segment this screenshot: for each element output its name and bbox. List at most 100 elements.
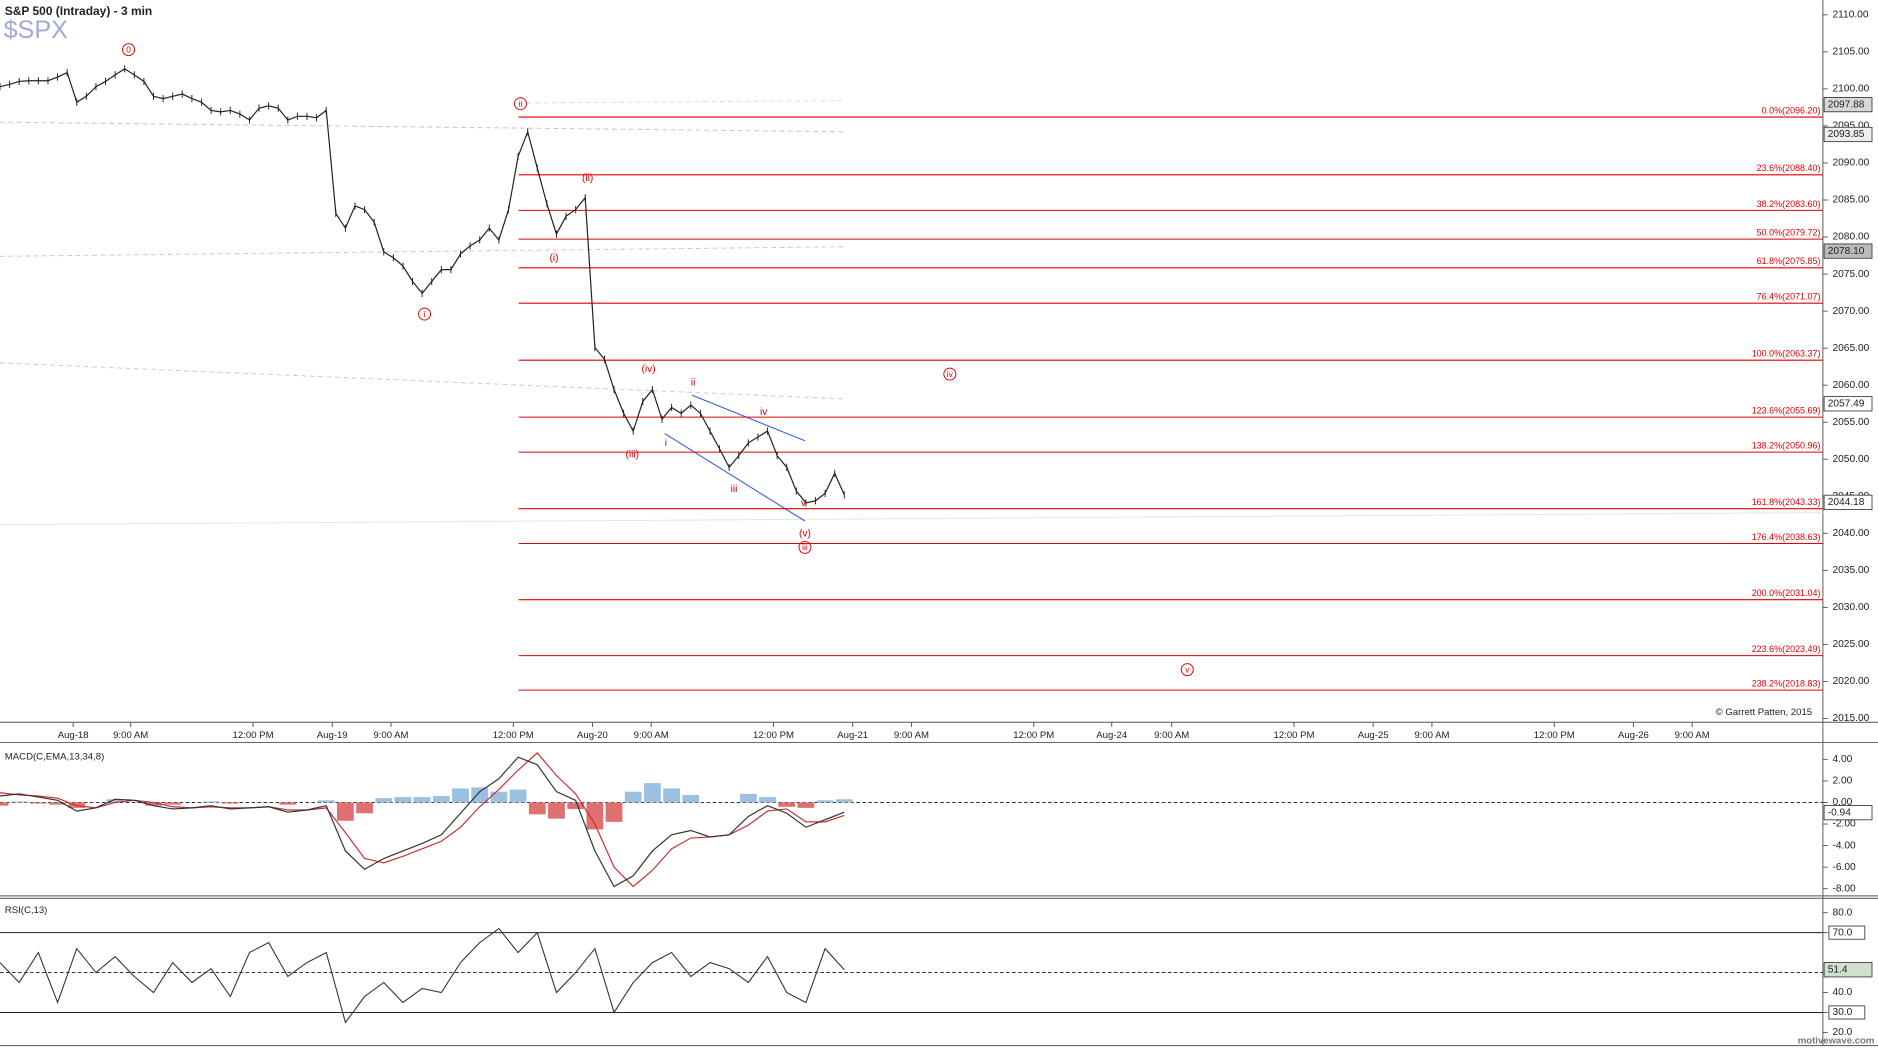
y-tick-label: 2075.00 — [1832, 269, 1869, 280]
x-tick-label: Aug-21 — [837, 730, 868, 741]
wave-label: iv — [947, 369, 954, 379]
wave-label: (ii) — [582, 173, 593, 184]
y-tick-label: -6.00 — [1832, 862, 1856, 873]
y-tick-label: 4.00 — [1832, 754, 1852, 765]
y-tick-label: 2.00 — [1832, 776, 1852, 787]
guide-line — [0, 246, 844, 257]
guide-line — [518, 100, 844, 104]
histogram-bar — [356, 802, 373, 814]
price-marker: 2044.18 — [1828, 497, 1865, 508]
x-tick-label: 9:00 AM — [894, 730, 929, 741]
price-marker-box — [1823, 805, 1873, 821]
y-tick-label: 2050.00 — [1832, 454, 1869, 465]
histogram-bar — [145, 802, 162, 806]
wave-circle — [798, 540, 812, 554]
y-tick-label: 2025.00 — [1832, 639, 1869, 650]
y-tick-label: 2110.00 — [1832, 10, 1868, 21]
price-marker-box — [1823, 962, 1873, 978]
fib-label: 123.6%(2055.69) — [1752, 405, 1821, 415]
fib-label: 23.6%(2088.40) — [1757, 163, 1821, 173]
guide-line — [0, 121, 844, 133]
price-marker: -0.94 — [1828, 807, 1852, 818]
y-tick-label: 20.0 — [1832, 1027, 1852, 1038]
wave-label: iii — [802, 542, 808, 552]
chart-title: S&P 500 (Intraday) - 3 min — [5, 4, 152, 18]
histogram-bar — [221, 802, 239, 804]
histogram-bar — [509, 789, 527, 803]
fib-label: 50.0%(2079.72) — [1757, 227, 1821, 237]
fib-label: 138.2%(2050.96) — [1752, 441, 1821, 451]
fib-label: 76.4%(2071.07) — [1757, 292, 1821, 302]
histogram-bar — [452, 788, 469, 803]
wave-circle — [122, 43, 136, 57]
histogram-bar — [10, 801, 28, 803]
price-marker: 2093.85 — [1828, 129, 1865, 140]
wave-label: (v) — [799, 529, 811, 540]
fib-label: 200.0%(2031.04) — [1752, 588, 1821, 598]
y-tick-label: 70.0 — [1832, 927, 1852, 938]
tick-box — [1828, 925, 1866, 940]
histogram-bar — [835, 799, 853, 803]
histogram-bar — [337, 802, 354, 821]
x-tick-label: 9:00 AM — [1675, 730, 1710, 741]
histogram-bar — [0, 802, 9, 806]
panel-title: RSI(C,13) — [5, 905, 48, 916]
wave-label: iv — [760, 407, 768, 418]
y-tick-label: 2030.00 — [1832, 602, 1869, 613]
x-tick-label: 9:00 AM — [113, 730, 148, 741]
y-tick-label: -4.00 — [1832, 840, 1856, 851]
wave-label: 0 — [126, 44, 131, 54]
y-tick-label: 2055.00 — [1832, 417, 1869, 428]
x-tick-label: 12:00 PM — [1534, 730, 1575, 741]
x-tick-label: 9:00 AM — [1414, 730, 1449, 741]
x-tick-label: Aug-18 — [58, 730, 89, 741]
fib-label: 61.8%(2075.85) — [1757, 256, 1821, 266]
fib-label: 0.0%(2096.20) — [1762, 105, 1821, 115]
y-tick-label: 2105.00 — [1832, 47, 1869, 58]
histogram-bar — [739, 793, 757, 803]
price-marker: 2078.10 — [1828, 246, 1865, 257]
histogram-bar — [682, 794, 700, 803]
signal-line — [0, 752, 845, 888]
fib-label: 161.8%(2043.33) — [1752, 497, 1821, 507]
trend-line — [664, 433, 806, 522]
histogram-bar — [202, 801, 220, 803]
y-tick-label: 2085.00 — [1832, 195, 1869, 206]
price-marker: 2097.88 — [1828, 99, 1865, 110]
price-marker-box — [1823, 494, 1873, 510]
histogram-bar — [759, 797, 776, 803]
footer: motivewave.com — [1798, 1035, 1875, 1046]
histogram-bar — [586, 802, 604, 830]
histogram-bar — [29, 802, 47, 804]
histogram-bar — [816, 800, 834, 803]
x-tick-label: 12:00 PM — [753, 730, 794, 741]
histogram-bar — [471, 787, 489, 803]
histogram-bar — [548, 802, 565, 819]
wave-circle — [943, 367, 957, 381]
fib-label: 223.6%(2023.49) — [1752, 644, 1821, 654]
x-tick-label: Aug-26 — [1618, 730, 1649, 741]
macd-line — [0, 756, 845, 888]
x-tick-label: 12:00 PM — [1274, 730, 1315, 741]
x-tick-label: 9:00 AM — [1154, 730, 1189, 741]
fib-label: 176.4%(2038.63) — [1752, 532, 1821, 542]
wave-label: (i) — [550, 253, 559, 264]
y-tick-label: -8.00 — [1832, 883, 1856, 894]
price-marker-box — [1823, 96, 1873, 113]
price-marker-box — [1823, 243, 1873, 259]
x-tick-label: 12:00 PM — [233, 730, 274, 741]
credit: © Garrett Patten, 2015 — [1716, 707, 1813, 718]
wave-circle — [418, 307, 432, 321]
histogram-bar — [375, 798, 393, 803]
histogram-bar — [567, 802, 585, 809]
wave-label: v — [1185, 664, 1190, 674]
histogram-bar — [432, 796, 450, 803]
tick-box — [1828, 1005, 1866, 1020]
y-tick-label: 2020.00 — [1832, 676, 1869, 687]
histogram-bar — [164, 802, 182, 805]
fib-label: 238.2%(2018.83) — [1752, 679, 1821, 689]
channel — [664, 394, 806, 522]
